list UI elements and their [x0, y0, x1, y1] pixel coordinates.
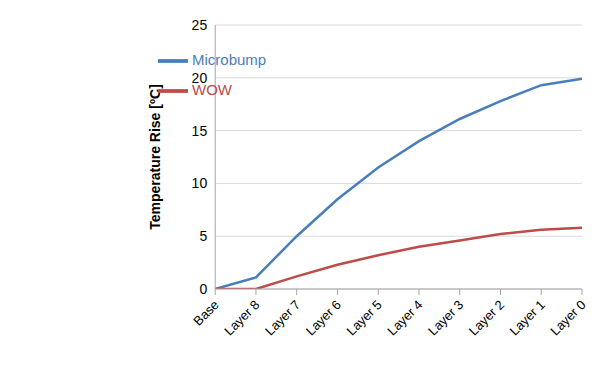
svg-text:25: 25 [192, 17, 208, 33]
svg-text:0: 0 [199, 281, 207, 297]
svg-text:20: 20 [192, 70, 208, 86]
svg-text:10: 10 [192, 175, 208, 191]
svg-text:Temperature Rise [ºC]: Temperature Rise [ºC] [147, 84, 163, 230]
svg-text:15: 15 [192, 123, 208, 139]
svg-text:5: 5 [199, 228, 207, 244]
svg-text:Layer 6: Layer 6 [303, 297, 344, 338]
svg-text:Layer 1: Layer 1 [507, 297, 548, 338]
svg-text:Layer 8: Layer 8 [221, 297, 262, 338]
svg-text:Layer 7: Layer 7 [262, 297, 303, 338]
svg-text:Base: Base [190, 297, 222, 329]
svg-text:Layer 0: Layer 0 [547, 297, 588, 338]
svg-text:Layer 5: Layer 5 [344, 297, 385, 338]
svg-text:Layer 4: Layer 4 [384, 297, 425, 338]
svg-text:Layer 3: Layer 3 [425, 297, 466, 338]
svg-text:Layer 2: Layer 2 [466, 297, 507, 338]
